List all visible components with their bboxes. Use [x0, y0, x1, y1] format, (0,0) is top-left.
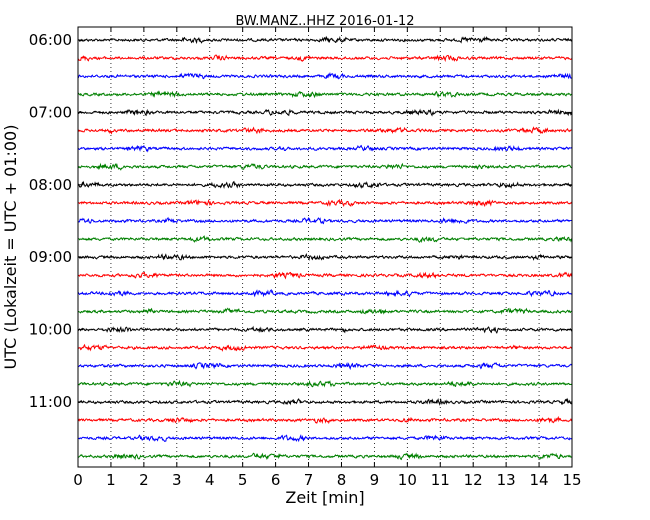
x-tick-label: 1 [106, 471, 116, 489]
grid-lines [110, 27, 540, 467]
y-tick-label: 06:00 [29, 31, 72, 49]
trace-row [78, 253, 572, 262]
trace-row [77, 397, 573, 406]
x-tick-label: 7 [304, 471, 314, 489]
x-tick-label: 9 [370, 471, 380, 489]
x-tick-label: 11 [431, 471, 450, 489]
trace-row [77, 325, 573, 334]
trace-row [77, 434, 573, 443]
trace-row [77, 235, 573, 244]
y-axis-label: UTC (Lokalzeit = UTC + 01:00) [1, 125, 20, 370]
x-tick-label: 8 [337, 471, 347, 489]
trace-row [77, 108, 573, 117]
trace-row [77, 452, 573, 461]
x-tick-label: 10 [398, 471, 417, 489]
trace-row [77, 144, 573, 153]
seismic-traces [77, 35, 573, 461]
x-tick-label: 0 [73, 471, 83, 489]
trace-row [77, 216, 573, 225]
trace-row [77, 361, 573, 371]
trace-row [77, 35, 573, 45]
y-tick-label: 10:00 [29, 321, 72, 339]
trace-row [77, 71, 573, 80]
x-tick-label: 3 [172, 471, 182, 489]
y-tick-label: 11:00 [29, 393, 72, 411]
x-axis-label: Zeit [min] [285, 488, 364, 507]
trace-row [77, 126, 573, 135]
trace-row [77, 379, 573, 388]
trace-row [77, 162, 573, 171]
x-tick-label: 15 [562, 471, 581, 489]
x-tick-label: 2 [139, 471, 149, 489]
y-tick-label: 08:00 [29, 176, 72, 194]
y-tick-label: 09:00 [29, 248, 72, 266]
trace-row [77, 90, 573, 99]
trace-row [77, 54, 573, 63]
plot-frame [77, 26, 573, 468]
trace-row [77, 415, 573, 425]
trace-row [77, 289, 573, 298]
x-tick-label: 12 [464, 471, 483, 489]
x-tick-label: 5 [238, 471, 248, 489]
x-tick-label: 14 [530, 471, 549, 489]
x-tick-label: 13 [497, 471, 516, 489]
axis-ticks: 0 1 2 3 4 5 6 7 8 9 10 11 12 13 14 1506:0007:0008:0009:… [29, 27, 582, 489]
trace-row [77, 271, 573, 280]
trace-row [77, 180, 573, 190]
x-tick-label: 6 [271, 471, 281, 489]
y-tick-label: 07:00 [29, 103, 72, 121]
trace-row [77, 343, 573, 352]
x-tick-label: 4 [205, 471, 215, 489]
trace-row [77, 198, 573, 208]
trace-row [77, 307, 573, 315]
chart-title: BW.MANZ..HHZ 2016-01-12 [235, 14, 414, 29]
